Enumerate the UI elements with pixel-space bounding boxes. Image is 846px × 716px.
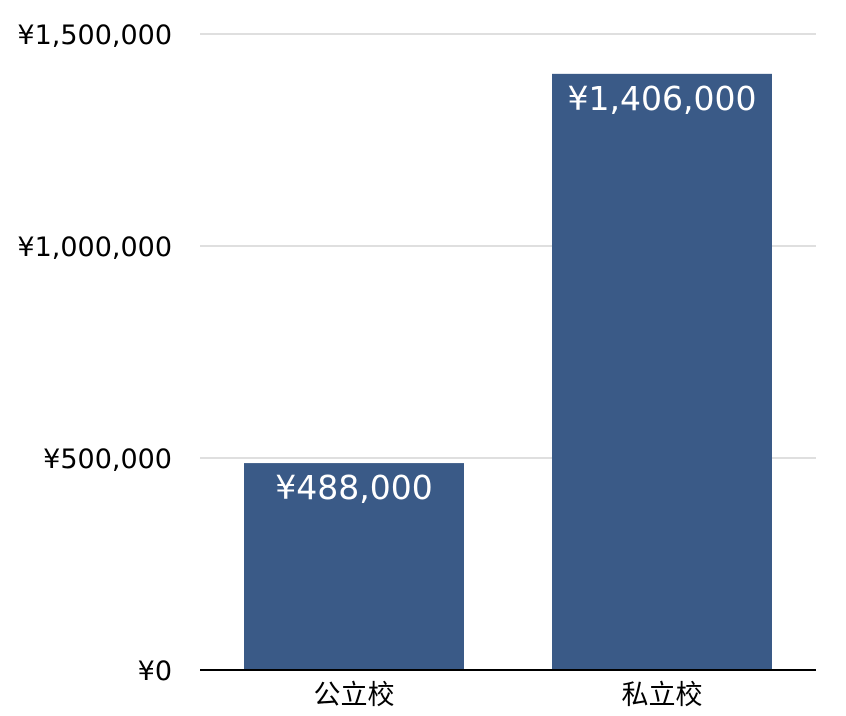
y-tick-label: ¥0 <box>138 656 172 687</box>
data-labels: ¥488,000 ¥1,406,000 <box>275 79 756 507</box>
bar-2 <box>552 73 772 670</box>
x-category-label: 公立校 <box>314 680 395 711</box>
bar-value-label: ¥1,406,000 <box>568 79 757 118</box>
bar-1 <box>244 463 464 670</box>
bars <box>244 73 772 670</box>
x-axis-category-labels: 公立校 私立校 <box>314 680 703 711</box>
y-tick-label: ¥500,000 <box>43 444 172 475</box>
y-tick-label: ¥1,000,000 <box>17 232 172 263</box>
y-tick-label: ¥1,500,000 <box>17 20 172 51</box>
x-category-label: 私立校 <box>622 680 703 711</box>
y-axis-tick-labels: ¥0 ¥500,000 ¥1,000,000 ¥1,500,000 <box>17 20 172 687</box>
bar-value-label: ¥488,000 <box>275 468 432 507</box>
